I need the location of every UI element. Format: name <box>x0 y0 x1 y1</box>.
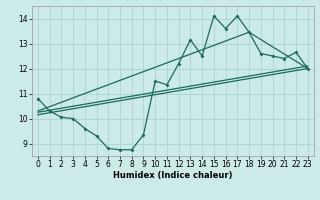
X-axis label: Humidex (Indice chaleur): Humidex (Indice chaleur) <box>113 171 233 180</box>
